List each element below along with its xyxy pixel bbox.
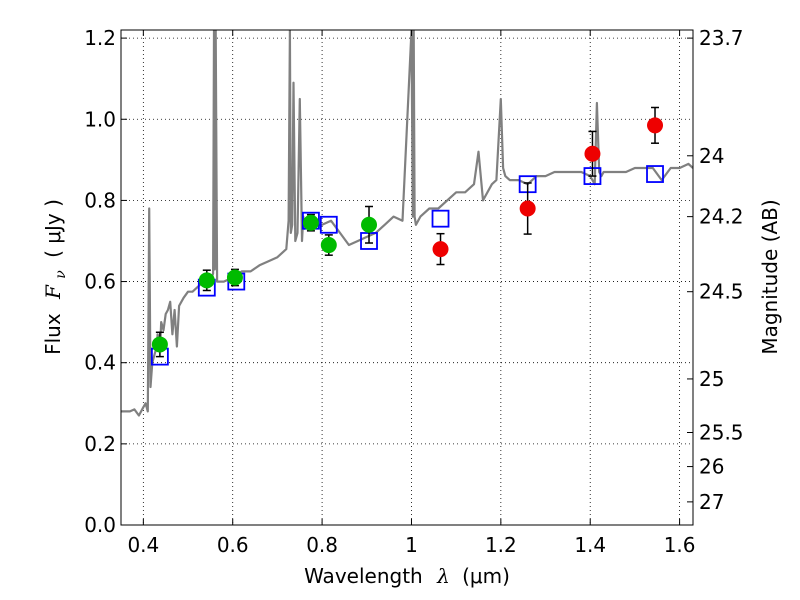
observed-flux-marker bbox=[432, 241, 449, 258]
y-axis-title-subscript: ν bbox=[53, 270, 69, 279]
x-tick-label: 0.8 bbox=[306, 533, 338, 557]
data-layer bbox=[121, 30, 693, 417]
observed-flux-marker bbox=[151, 336, 168, 353]
observed-flux-marker bbox=[584, 145, 601, 162]
y-tick-label: 0.0 bbox=[84, 513, 116, 537]
y2-tick-label: 24 bbox=[699, 144, 724, 168]
x-tick-label: 1 bbox=[405, 533, 418, 557]
y-tick-label: 0.2 bbox=[84, 432, 116, 456]
x-axis-title-unit: (μm) bbox=[462, 564, 510, 588]
y2-tick-label: 24.2 bbox=[699, 205, 744, 229]
y2-tick-label: 24.5 bbox=[699, 280, 744, 304]
observed-flux-marker bbox=[519, 200, 536, 217]
y-axis-title-unit: ( μJy ) bbox=[41, 199, 65, 258]
model-photometry-marker bbox=[431, 209, 450, 228]
y-tick-label: 0.6 bbox=[84, 270, 116, 294]
observed-flux-marker bbox=[320, 237, 337, 254]
y-axis-title: Flux F ν ( μJy ) bbox=[41, 199, 70, 355]
y2-tick-label: 25 bbox=[699, 367, 724, 391]
y-tick-label: 0.4 bbox=[84, 351, 116, 375]
observed-flux-marker bbox=[361, 216, 378, 233]
model-photometry-marker bbox=[646, 165, 664, 183]
y-axis-title-prefix: Flux bbox=[41, 313, 65, 355]
model-photometry-marker bbox=[319, 215, 338, 234]
x-axis-title: Wavelength λ (μm) bbox=[304, 564, 510, 588]
x-tick-label: 0.6 bbox=[217, 533, 249, 557]
y-tick-label: 1.0 bbox=[84, 107, 116, 131]
axes: 0.4 0.6 0.8 1 1.2 1.4 1.6 0.0 0.2 0.4 0.6 0.8 1.0 1.2… bbox=[84, 26, 743, 557]
y2-tick-label: 25.5 bbox=[699, 420, 744, 444]
x-axis-title-prefix: Wavelength bbox=[304, 564, 423, 588]
y-axis-title-symbol: F bbox=[41, 284, 65, 300]
y-tick-label: 1.2 bbox=[84, 26, 116, 50]
y2-axis-title: Magnitude (AB) bbox=[758, 199, 782, 354]
y-tick-label: 0.8 bbox=[84, 188, 116, 212]
observed-flux-marker bbox=[198, 272, 215, 289]
x-tick-label: 1.4 bbox=[574, 533, 606, 557]
x-tick-label: 0.4 bbox=[127, 533, 159, 557]
observed-flux-marker bbox=[226, 269, 243, 286]
y2-tick-label: 23.7 bbox=[699, 26, 744, 50]
y2-tick-label: 26 bbox=[699, 455, 724, 479]
x-axis-title-symbol: λ bbox=[436, 564, 450, 588]
y2-tick-label: 27 bbox=[699, 490, 724, 514]
plot-frame bbox=[120, 29, 694, 526]
observed-flux-marker bbox=[647, 117, 664, 134]
x-tick-label: 1.2 bbox=[485, 533, 517, 557]
x-tick-label: 1.6 bbox=[664, 533, 696, 557]
observed-flux-marker bbox=[302, 214, 319, 231]
